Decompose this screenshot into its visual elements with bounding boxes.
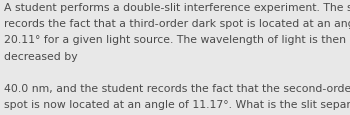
Text: 40.0 nm, and the student records the fact that the second-order dark: 40.0 nm, and the student records the fac… — [4, 83, 350, 93]
Text: records the fact that a third-order dark spot is located at an angle of: records the fact that a third-order dark… — [4, 19, 350, 29]
Text: 20.11° for a given light source. The wavelength of light is then: 20.11° for a given light source. The wav… — [4, 35, 346, 45]
Text: A student performs a double-slit interference experiment. The student: A student performs a double-slit interfe… — [4, 3, 350, 13]
Text: spot is now located at an angle of 11.17°. What is the slit separation?: spot is now located at an angle of 11.17… — [4, 99, 350, 109]
Text: decreased by: decreased by — [4, 51, 78, 61]
